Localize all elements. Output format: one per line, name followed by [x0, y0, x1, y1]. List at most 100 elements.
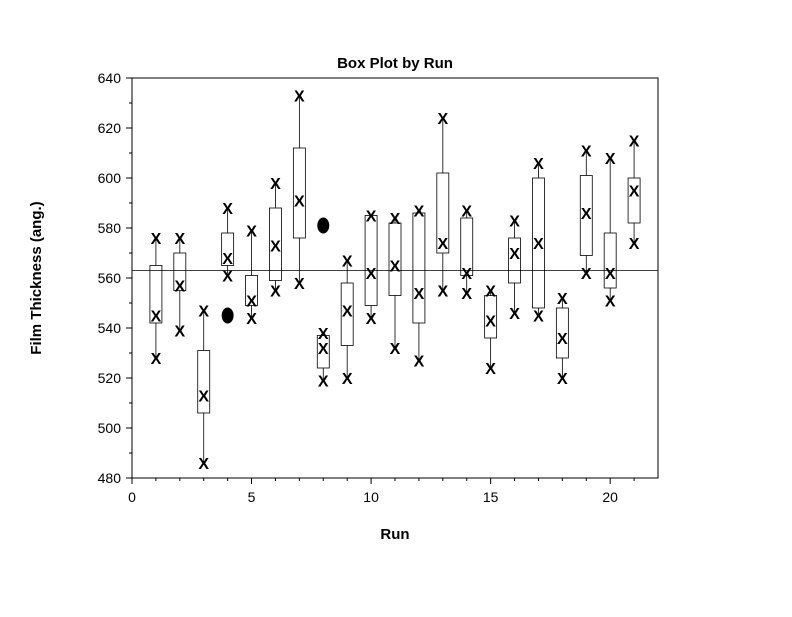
box-body: [197, 350, 211, 414]
data-point: X: [629, 184, 640, 201]
box-run-20: XXX: [603, 151, 617, 311]
box-body: [340, 282, 354, 346]
data-point: X: [246, 311, 257, 328]
data-point: X: [222, 269, 233, 286]
data-point: X: [390, 211, 401, 228]
x-tick-label: 15: [483, 489, 499, 505]
data-point: X: [509, 214, 520, 231]
data-point: X: [390, 341, 401, 358]
x-axis-label: Run: [380, 526, 409, 543]
y-tick-label: 580: [98, 220, 122, 236]
data-point: X: [174, 279, 185, 296]
data-point: X: [581, 266, 592, 283]
data-point: X: [509, 306, 520, 323]
box-body: [627, 177, 641, 224]
data-point: X: [461, 286, 472, 303]
data-point: X: [629, 236, 640, 253]
outlier-point: [221, 307, 234, 324]
data-point: X: [342, 371, 353, 388]
data-point: X: [342, 304, 353, 321]
data-point: X: [198, 389, 209, 406]
data-point: X: [485, 314, 496, 331]
box-run-12: X X X: [412, 204, 426, 371]
box-run-15: XXX: [484, 284, 498, 378]
data-point: X: [581, 144, 592, 161]
data-point: X: [437, 284, 448, 301]
data-point: X: [461, 204, 472, 221]
data-point: X: [318, 341, 329, 358]
box-run-1: X X X: [149, 231, 163, 368]
box-body: [173, 252, 187, 291]
box-run-14: XXX: [460, 204, 474, 303]
data-point: X: [270, 176, 281, 193]
box-run-16: XXX: [508, 214, 521, 323]
box-run-9: X X X: [340, 254, 354, 388]
y-axis: 480 500 520 540 560 580 600 620 640: [98, 70, 132, 486]
box-body: [508, 237, 521, 284]
data-point: X: [270, 284, 281, 301]
x-tick-label: 5: [248, 489, 256, 505]
y-tick-label: 560: [98, 270, 122, 286]
y-tick-label: 600: [98, 170, 122, 186]
data-point: X: [174, 231, 185, 248]
data-point: X: [533, 309, 544, 326]
box-run-3: X X X: [197, 304, 211, 473]
data-point: X: [151, 351, 162, 368]
data-point: X: [318, 326, 329, 343]
x-tick-label: 0: [128, 489, 136, 505]
data-point: X: [557, 331, 568, 348]
box-body: [316, 335, 330, 369]
box-body: [484, 295, 498, 339]
data-point: X: [581, 206, 592, 223]
box-run-10: X X X: [364, 209, 378, 328]
data-point: X: [629, 134, 640, 151]
data-point: X: [222, 201, 233, 218]
data-point: X: [557, 371, 568, 388]
data-point: X: [437, 236, 448, 253]
y-tick-label: 500: [98, 420, 122, 436]
plot-frame: [131, 77, 659, 479]
data-point: X: [414, 354, 425, 371]
data-point: X: [485, 361, 496, 378]
y-tick-label: 620: [98, 120, 122, 136]
data-point: X: [366, 209, 377, 226]
data-point: X: [605, 266, 616, 283]
box-run-11: X X X: [388, 211, 402, 358]
data-point: X: [246, 224, 257, 241]
data-point: X: [533, 156, 544, 173]
data-point: X: [198, 304, 209, 321]
data-point: X: [605, 294, 616, 311]
y-tick-label: 640: [98, 70, 122, 86]
y-axis-label: Film Thickness (ang.): [28, 201, 45, 354]
data-point: X: [198, 456, 209, 473]
box-run-17: X X X: [532, 156, 545, 326]
box-run-13: X X X: [436, 111, 450, 301]
data-point: X: [151, 231, 162, 248]
data-point: X: [294, 276, 305, 293]
box-body: [579, 175, 593, 256]
box-run-7: X X X: [292, 89, 306, 293]
box-run-4: XXX: [221, 201, 235, 324]
box-body: [555, 307, 569, 359]
chart-title: Box Plot by Run: [337, 55, 453, 72]
data-point: X: [342, 254, 353, 271]
y-tick-label: 480: [98, 470, 122, 486]
data-point: X: [414, 286, 425, 303]
data-point: X: [294, 194, 305, 211]
box-run-8: XXX: [316, 217, 330, 391]
box-body: [269, 207, 282, 281]
outlier-point: [317, 217, 330, 234]
x-tick-label: 20: [602, 489, 618, 505]
box-body: [292, 147, 306, 239]
box-body: [245, 275, 258, 306]
box-body: [412, 212, 426, 324]
data-point: X: [461, 266, 472, 283]
data-point: X: [318, 374, 329, 391]
box-body: [388, 222, 402, 296]
box-body: [603, 232, 617, 289]
data-point: X: [222, 251, 233, 268]
x-axis: 0 5 10 15 20: [128, 478, 635, 505]
data-point: X: [246, 294, 257, 311]
box-body: [436, 172, 450, 254]
